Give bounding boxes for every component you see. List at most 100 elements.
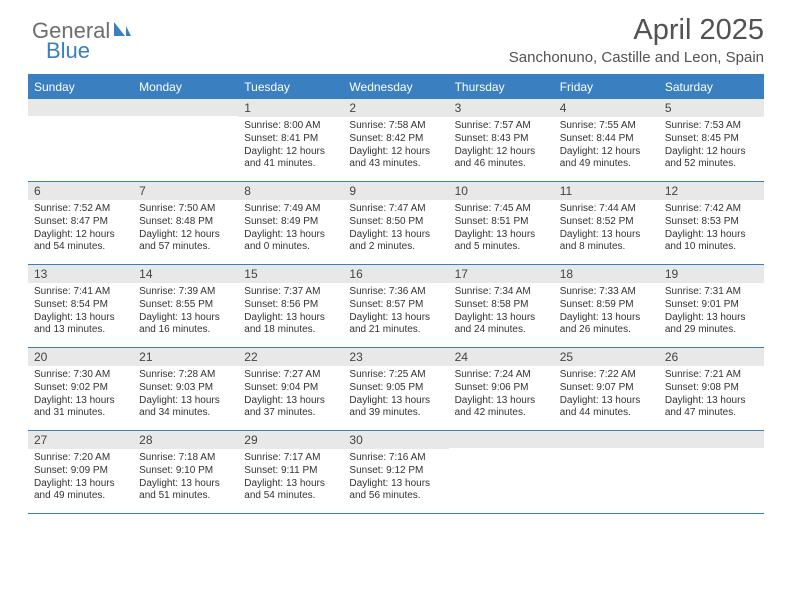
day-detail: Sunrise: 7:20 AMSunset: 9:09 PMDaylight:… (28, 449, 133, 507)
day-number: 16 (343, 265, 448, 283)
day-detail: Sunrise: 7:31 AMSunset: 9:01 PMDaylight:… (659, 283, 764, 341)
day-number: 17 (449, 265, 554, 283)
day-cell: 6Sunrise: 7:52 AMSunset: 8:47 PMDaylight… (28, 182, 133, 264)
day-number: 1 (238, 99, 343, 117)
day-detail: Sunrise: 7:21 AMSunset: 9:08 PMDaylight:… (659, 366, 764, 424)
day-number: 24 (449, 348, 554, 366)
day-cell: 19Sunrise: 7:31 AMSunset: 9:01 PMDayligh… (659, 265, 764, 347)
day-header-cell: Tuesday (238, 76, 343, 99)
header: General Blue April 2025 Sanchonuno, Cast… (0, 0, 792, 68)
day-detail: Sunrise: 7:36 AMSunset: 8:57 PMDaylight:… (343, 283, 448, 341)
day-cell (133, 99, 238, 181)
day-detail: Sunrise: 7:16 AMSunset: 9:12 PMDaylight:… (343, 449, 448, 507)
day-cell: 11Sunrise: 7:44 AMSunset: 8:52 PMDayligh… (554, 182, 659, 264)
day-number: 30 (343, 431, 448, 449)
week-row: 6Sunrise: 7:52 AMSunset: 8:47 PMDaylight… (28, 182, 764, 265)
day-header-cell: Friday (554, 76, 659, 99)
day-detail: Sunrise: 7:58 AMSunset: 8:42 PMDaylight:… (343, 117, 448, 175)
day-header-cell: Monday (133, 76, 238, 99)
day-detail: Sunrise: 7:24 AMSunset: 9:06 PMDaylight:… (449, 366, 554, 424)
day-number (554, 431, 659, 448)
week-row: 1Sunrise: 8:00 AMSunset: 8:41 PMDaylight… (28, 99, 764, 182)
day-number: 28 (133, 431, 238, 449)
day-cell: 7Sunrise: 7:50 AMSunset: 8:48 PMDaylight… (133, 182, 238, 264)
day-cell: 13Sunrise: 7:41 AMSunset: 8:54 PMDayligh… (28, 265, 133, 347)
day-detail: Sunrise: 7:47 AMSunset: 8:50 PMDaylight:… (343, 200, 448, 258)
day-number: 20 (28, 348, 133, 366)
day-number: 6 (28, 182, 133, 200)
day-detail: Sunrise: 7:52 AMSunset: 8:47 PMDaylight:… (28, 200, 133, 258)
day-detail: Sunrise: 7:42 AMSunset: 8:53 PMDaylight:… (659, 200, 764, 258)
week-row: 13Sunrise: 7:41 AMSunset: 8:54 PMDayligh… (28, 265, 764, 348)
week-row: 27Sunrise: 7:20 AMSunset: 9:09 PMDayligh… (28, 431, 764, 514)
day-cell (554, 431, 659, 513)
title-block: April 2025 Sanchonuno, Castille and Leon… (509, 14, 764, 66)
day-number: 23 (343, 348, 448, 366)
day-cell (28, 99, 133, 181)
day-cell: 18Sunrise: 7:33 AMSunset: 8:59 PMDayligh… (554, 265, 659, 347)
day-detail: Sunrise: 7:39 AMSunset: 8:55 PMDaylight:… (133, 283, 238, 341)
day-detail: Sunrise: 7:53 AMSunset: 8:45 PMDaylight:… (659, 117, 764, 175)
day-number (659, 431, 764, 448)
day-cell: 27Sunrise: 7:20 AMSunset: 9:09 PMDayligh… (28, 431, 133, 513)
day-cell: 10Sunrise: 7:45 AMSunset: 8:51 PMDayligh… (449, 182, 554, 264)
day-detail: Sunrise: 7:41 AMSunset: 8:54 PMDaylight:… (28, 283, 133, 341)
location-text: Sanchonuno, Castille and Leon, Spain (509, 49, 764, 66)
day-detail: Sunrise: 7:18 AMSunset: 9:10 PMDaylight:… (133, 449, 238, 507)
day-cell: 15Sunrise: 7:37 AMSunset: 8:56 PMDayligh… (238, 265, 343, 347)
day-cell: 12Sunrise: 7:42 AMSunset: 8:53 PMDayligh… (659, 182, 764, 264)
day-number (133, 99, 238, 116)
day-detail: Sunrise: 7:55 AMSunset: 8:44 PMDaylight:… (554, 117, 659, 175)
day-detail: Sunrise: 7:33 AMSunset: 8:59 PMDaylight:… (554, 283, 659, 341)
day-detail: Sunrise: 8:00 AMSunset: 8:41 PMDaylight:… (238, 117, 343, 175)
day-number: 13 (28, 265, 133, 283)
week-row: 20Sunrise: 7:30 AMSunset: 9:02 PMDayligh… (28, 348, 764, 431)
day-detail: Sunrise: 7:27 AMSunset: 9:04 PMDaylight:… (238, 366, 343, 424)
day-detail: Sunrise: 7:44 AMSunset: 8:52 PMDaylight:… (554, 200, 659, 258)
day-cell: 26Sunrise: 7:21 AMSunset: 9:08 PMDayligh… (659, 348, 764, 430)
day-number: 27 (28, 431, 133, 449)
logo-sail-icon (112, 20, 132, 43)
day-detail: Sunrise: 7:25 AMSunset: 9:05 PMDaylight:… (343, 366, 448, 424)
day-cell: 16Sunrise: 7:36 AMSunset: 8:57 PMDayligh… (343, 265, 448, 347)
day-number: 14 (133, 265, 238, 283)
day-number: 22 (238, 348, 343, 366)
day-number: 12 (659, 182, 764, 200)
day-number: 15 (238, 265, 343, 283)
day-header-cell: Thursday (449, 76, 554, 99)
day-detail: Sunrise: 7:50 AMSunset: 8:48 PMDaylight:… (133, 200, 238, 258)
day-cell: 4Sunrise: 7:55 AMSunset: 8:44 PMDaylight… (554, 99, 659, 181)
day-cell: 30Sunrise: 7:16 AMSunset: 9:12 PMDayligh… (343, 431, 448, 513)
day-cell: 24Sunrise: 7:24 AMSunset: 9:06 PMDayligh… (449, 348, 554, 430)
day-cell: 21Sunrise: 7:28 AMSunset: 9:03 PMDayligh… (133, 348, 238, 430)
day-detail: Sunrise: 7:57 AMSunset: 8:43 PMDaylight:… (449, 117, 554, 175)
day-detail: Sunrise: 7:30 AMSunset: 9:02 PMDaylight:… (28, 366, 133, 424)
day-number: 10 (449, 182, 554, 200)
day-cell: 14Sunrise: 7:39 AMSunset: 8:55 PMDayligh… (133, 265, 238, 347)
day-number: 3 (449, 99, 554, 117)
day-number: 18 (554, 265, 659, 283)
weeks-container: 1Sunrise: 8:00 AMSunset: 8:41 PMDaylight… (28, 99, 764, 514)
logo-text-blue: Blue (46, 38, 90, 63)
day-detail: Sunrise: 7:22 AMSunset: 9:07 PMDaylight:… (554, 366, 659, 424)
day-cell: 29Sunrise: 7:17 AMSunset: 9:11 PMDayligh… (238, 431, 343, 513)
day-number (28, 99, 133, 116)
day-cell: 25Sunrise: 7:22 AMSunset: 9:07 PMDayligh… (554, 348, 659, 430)
day-header-cell: Sunday (28, 76, 133, 99)
day-cell: 3Sunrise: 7:57 AMSunset: 8:43 PMDaylight… (449, 99, 554, 181)
day-cell: 17Sunrise: 7:34 AMSunset: 8:58 PMDayligh… (449, 265, 554, 347)
day-header-cell: Wednesday (343, 76, 448, 99)
day-number: 25 (554, 348, 659, 366)
day-cell: 2Sunrise: 7:58 AMSunset: 8:42 PMDaylight… (343, 99, 448, 181)
day-number: 29 (238, 431, 343, 449)
day-number: 8 (238, 182, 343, 200)
day-number: 9 (343, 182, 448, 200)
calendar: SundayMondayTuesdayWednesdayThursdayFrid… (28, 74, 764, 514)
day-detail: Sunrise: 7:49 AMSunset: 8:49 PMDaylight:… (238, 200, 343, 258)
day-detail: Sunrise: 7:28 AMSunset: 9:03 PMDaylight:… (133, 366, 238, 424)
day-detail: Sunrise: 7:34 AMSunset: 8:58 PMDaylight:… (449, 283, 554, 341)
day-detail: Sunrise: 7:45 AMSunset: 8:51 PMDaylight:… (449, 200, 554, 258)
day-number: 26 (659, 348, 764, 366)
day-cell (449, 431, 554, 513)
day-cell: 5Sunrise: 7:53 AMSunset: 8:45 PMDaylight… (659, 99, 764, 181)
